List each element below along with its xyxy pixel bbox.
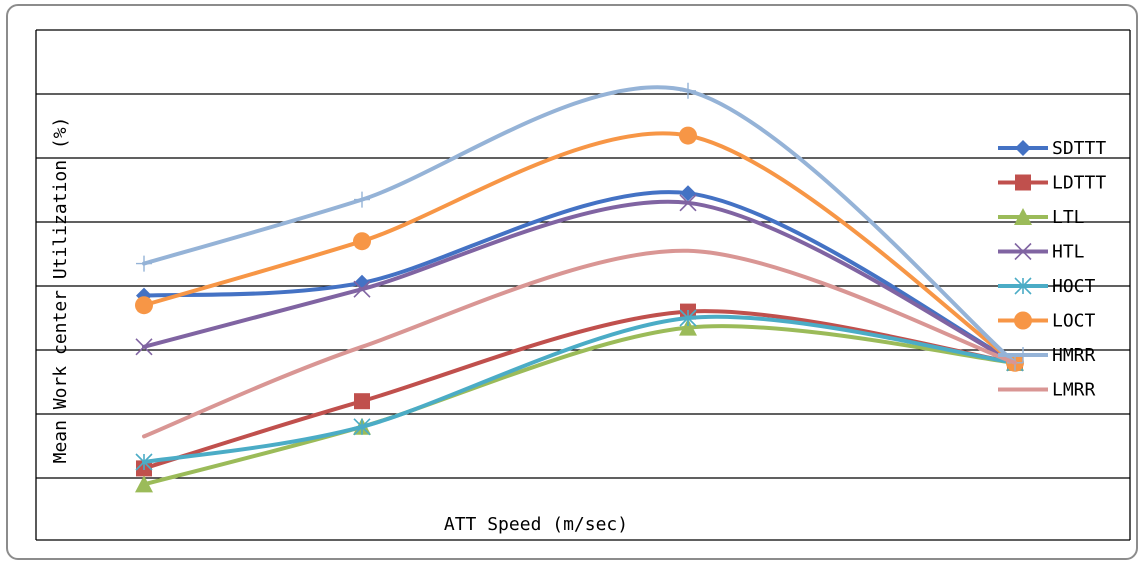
series-loct [135, 126, 1024, 372]
data-point [354, 191, 370, 208]
legend-marker [1014, 277, 1032, 295]
legend-marker [1014, 242, 1032, 261]
series-layer [135, 82, 1024, 493]
data-point [353, 418, 371, 436]
legend: SDTTT LDTTT LTL HTL HOCT LOCT HMRR LMRR [998, 138, 1106, 401]
data-point [135, 296, 153, 315]
data-point [135, 453, 153, 471]
legend-item: LMRR [998, 380, 1096, 401]
series-line [142, 199, 1017, 365]
chart-frame [6, 4, 1138, 560]
legend-item: LDTTT [998, 173, 1106, 194]
data-point [679, 194, 697, 212]
data-point [135, 475, 153, 493]
legend-marker [1015, 174, 1031, 191]
series-line [142, 248, 1017, 439]
data-point [680, 82, 696, 99]
legend-item: LTL [998, 207, 1085, 228]
series-line [142, 314, 1017, 464]
series-hmrr [136, 82, 1023, 371]
series-line [142, 131, 1017, 365]
legend-item: HTL [998, 242, 1085, 263]
legend-item: SDTTT [998, 138, 1106, 159]
data-point [680, 185, 696, 202]
legend-label: LMRR [1052, 380, 1096, 401]
series-line [142, 190, 1017, 365]
legend-label: LDTTT [1052, 173, 1106, 194]
legend-label: LOCT [1052, 311, 1096, 332]
data-point [679, 318, 697, 336]
data-point [354, 393, 370, 410]
series-line [142, 309, 1017, 471]
data-point [353, 280, 371, 298]
x-axis-title: ATT Speed (m/sec) [444, 514, 628, 535]
series-line [142, 85, 1017, 365]
legend-label: HOCT [1052, 276, 1096, 297]
series-lmrr [142, 248, 1017, 439]
legend-item: LOCT [998, 311, 1096, 332]
legend-label: SDTTT [1052, 138, 1106, 159]
y-axis-title: Mean Work center Utilization (%) [50, 117, 71, 464]
data-point [135, 338, 153, 356]
legend-marker [1015, 140, 1031, 156]
legend-item: HMRR [998, 345, 1096, 366]
data-point [136, 255, 152, 272]
legend-marker [1014, 311, 1032, 330]
data-point [353, 232, 371, 251]
series-hoct [135, 309, 1024, 471]
legend-label: HMRR [1052, 345, 1096, 366]
gridlines [35, 29, 1131, 541]
legend-marker [1014, 208, 1032, 225]
legend-label: HTL [1052, 242, 1085, 263]
legend-item: HOCT [998, 276, 1096, 297]
legend-marker [1015, 347, 1031, 363]
data-point [679, 309, 697, 327]
data-point [679, 126, 697, 145]
series-line [142, 324, 1017, 487]
legend-label: LTL [1052, 207, 1085, 228]
